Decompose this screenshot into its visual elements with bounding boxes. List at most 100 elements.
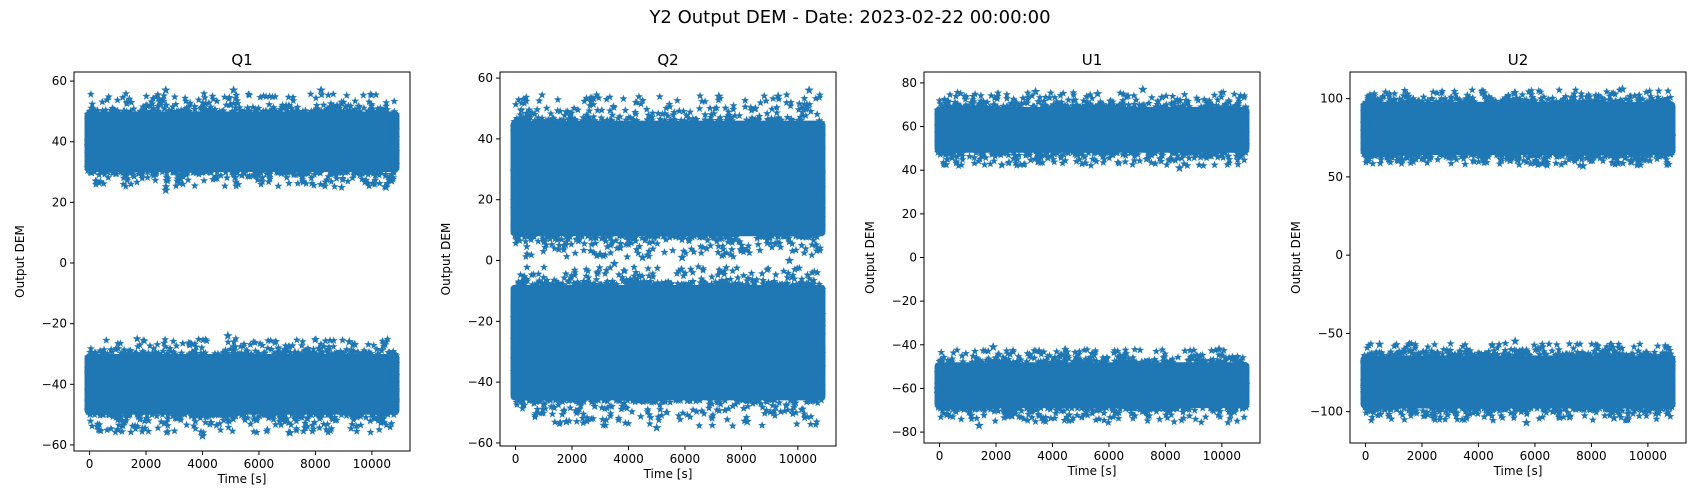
y-tick-label: 40 bbox=[52, 135, 67, 149]
outlier-point bbox=[637, 252, 648, 262]
y-tick-label: −20 bbox=[42, 317, 67, 331]
y-tick-label: −40 bbox=[42, 377, 67, 391]
data-band-edge-points bbox=[933, 345, 1251, 426]
y-tick-label: 0 bbox=[1335, 248, 1343, 262]
x-tick-label: 2000 bbox=[557, 452, 588, 466]
outlier-point bbox=[344, 336, 354, 346]
outlier-point bbox=[223, 330, 233, 340]
subplot-title: U1 bbox=[1082, 51, 1103, 69]
x-axis-label: Time [s] bbox=[1493, 464, 1543, 478]
data-band-core bbox=[84, 353, 400, 415]
data-band-edge-points bbox=[83, 89, 401, 191]
y-axis-label: Output DEM bbox=[1289, 221, 1303, 294]
x-tick-label: 6000 bbox=[1094, 449, 1125, 463]
outlier-point bbox=[316, 85, 326, 95]
y-axis-label: Output DEM bbox=[439, 223, 453, 296]
data-band-core bbox=[1360, 355, 1676, 409]
y-tick-label: −40 bbox=[468, 375, 493, 389]
outlier-point bbox=[161, 85, 171, 95]
y-tick-label: −20 bbox=[892, 294, 917, 308]
y-tick-label: 50 bbox=[1328, 170, 1343, 184]
x-tick-label: 6000 bbox=[1520, 449, 1551, 463]
x-tick-label: 2000 bbox=[981, 449, 1012, 463]
y-tick-label: 20 bbox=[902, 207, 917, 221]
subplot-title: Q1 bbox=[231, 51, 252, 69]
x-tick-label: 8000 bbox=[300, 457, 331, 471]
x-tick-label: 6000 bbox=[244, 457, 275, 471]
data-band-edge-points bbox=[933, 88, 1251, 170]
outlier-point bbox=[1092, 88, 1103, 98]
y-tick-label: −100 bbox=[1310, 405, 1343, 419]
y-tick-label: −60 bbox=[42, 438, 67, 452]
outlier-point bbox=[742, 416, 752, 426]
subplot-title: U2 bbox=[1508, 51, 1529, 69]
outlier-point bbox=[285, 427, 295, 437]
outlier-point bbox=[113, 424, 123, 434]
x-tick-label: 4000 bbox=[187, 457, 218, 471]
data-band-edge-points bbox=[1359, 85, 1677, 169]
outlier-point bbox=[1609, 413, 1619, 422]
outlier-point bbox=[595, 249, 605, 259]
x-tick-label: 2000 bbox=[131, 457, 162, 471]
y-tick-label: 0 bbox=[485, 254, 493, 268]
y-tick-label: 0 bbox=[909, 251, 917, 265]
data-band-core bbox=[84, 111, 400, 173]
x-tick-label: 0 bbox=[1362, 449, 1370, 463]
data-band-core bbox=[934, 106, 1250, 153]
x-axis-label: Time [s] bbox=[217, 472, 267, 486]
subplot-q1: 0 2000 4000 6000 8000 10000 −60 −40 −20 0 20 40 60 Q1… bbox=[13, 51, 411, 486]
subplot-u1: 0 2000 4000 6000 8000 10000 −80 −60 −40 −20 0 20 40 6… bbox=[863, 51, 1261, 478]
outlier-point bbox=[609, 258, 620, 268]
data-band-core bbox=[934, 362, 1250, 409]
y-tick-label: −20 bbox=[468, 314, 493, 328]
y-tick-label: −60 bbox=[468, 436, 493, 450]
outlier-point bbox=[1578, 160, 1588, 170]
outlier-point bbox=[228, 85, 239, 95]
outlier-point bbox=[1030, 86, 1041, 96]
axes-frame bbox=[499, 71, 837, 447]
outlier-point bbox=[161, 185, 171, 195]
y-tick-label: 60 bbox=[52, 74, 67, 88]
x-tick-label: 0 bbox=[936, 449, 944, 463]
x-tick-label: 10000 bbox=[353, 457, 391, 471]
subplot-title: Q2 bbox=[657, 51, 678, 69]
y-tick-label: −50 bbox=[1318, 326, 1343, 340]
subplot-u2: 0 2000 4000 6000 8000 10000 −100 −50 0 50 100 U2 Tim… bbox=[1289, 51, 1687, 478]
outlier-point bbox=[1214, 344, 1224, 354]
x-axis-label: Time [s] bbox=[643, 467, 693, 481]
x-tick-label: 8000 bbox=[1150, 449, 1181, 463]
x-tick-label: 8000 bbox=[726, 452, 757, 466]
outlier-point bbox=[804, 85, 814, 95]
y-tick-label: 20 bbox=[478, 193, 493, 207]
data-band-edge-points bbox=[83, 334, 401, 436]
subplot-q2: 0 2000 4000 6000 8000 10000 −60 −40 −20 0 20 40 60 Q2… bbox=[439, 51, 837, 481]
x-tick-label: 10000 bbox=[1203, 449, 1241, 463]
data-band-edge-points bbox=[1359, 339, 1677, 424]
y-tick-label: −60 bbox=[892, 381, 917, 395]
y-tick-label: 60 bbox=[902, 120, 917, 134]
x-tick-label: 6000 bbox=[670, 452, 701, 466]
y-tick-label: 100 bbox=[1320, 92, 1343, 106]
outlier-point bbox=[974, 420, 984, 430]
outlier-point bbox=[561, 416, 572, 426]
x-tick-label: 4000 bbox=[613, 452, 644, 466]
outlier-point bbox=[677, 252, 687, 262]
y-tick-label: −40 bbox=[892, 338, 917, 352]
y-axis-label: Output DEM bbox=[863, 221, 877, 294]
data-band-edge-points bbox=[509, 262, 827, 430]
outlier-point bbox=[1138, 84, 1148, 94]
y-tick-label: 40 bbox=[902, 163, 917, 177]
y-axis-label: Output DEM bbox=[13, 225, 27, 298]
outlier-point bbox=[652, 422, 662, 432]
x-tick-label: 8000 bbox=[1576, 449, 1607, 463]
x-tick-label: 0 bbox=[86, 457, 94, 471]
data-band-core bbox=[510, 284, 826, 401]
data-band-edge-points bbox=[509, 90, 827, 261]
x-axis-label: Time [s] bbox=[1067, 464, 1117, 478]
data-band-core bbox=[510, 120, 826, 237]
outlier-point bbox=[381, 182, 391, 192]
y-tick-label: 80 bbox=[902, 76, 917, 90]
axes-frame bbox=[1349, 71, 1687, 444]
outlier-point bbox=[1510, 336, 1520, 346]
